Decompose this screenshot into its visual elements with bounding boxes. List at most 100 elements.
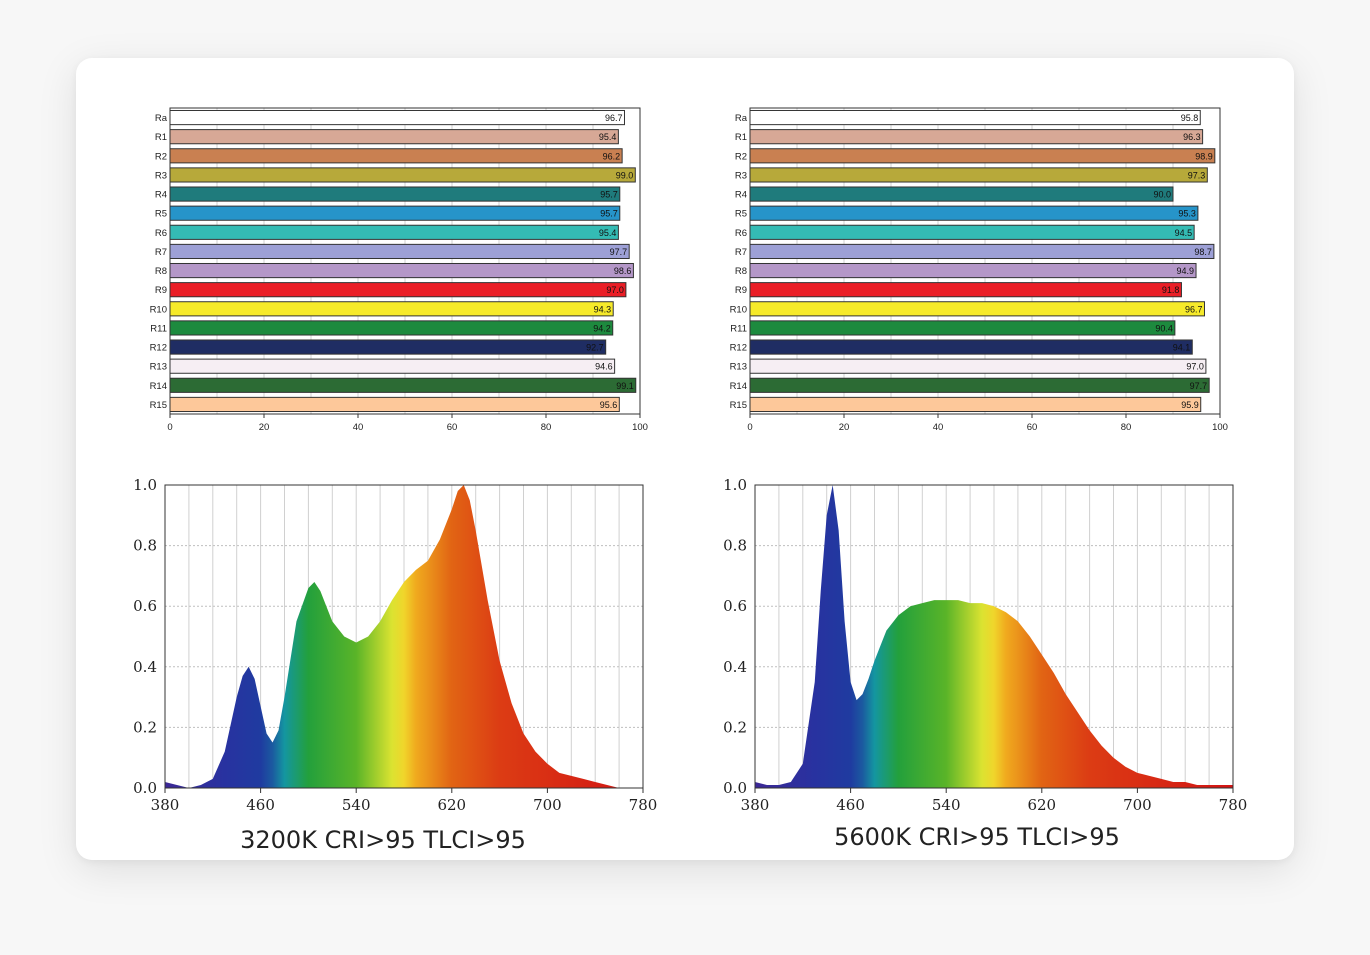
value-label: 97.0 [1186,362,1204,372]
y-tick-label: 0.0 [723,779,747,797]
bar [749,109,1201,126]
plot-frame [754,484,1234,789]
value-label: 96.3 [1183,132,1201,142]
bar [749,129,1204,145]
bar [749,301,1205,317]
category-label: R13 [150,362,167,373]
y-tick-label: 1.0 [723,476,747,494]
category-label: R6 [735,228,747,239]
y-tick-label: 0.8 [723,537,747,555]
bar [169,167,636,183]
category-label: R9 [735,285,747,296]
category-label: R14 [150,381,167,392]
y-tick-label: 0.2 [133,718,157,736]
y-tick-label: 0.4 [133,658,157,676]
plot-frame [164,484,644,789]
bar [169,301,614,317]
value-label: 98.7 [1194,247,1212,257]
category-label: R6 [155,228,167,239]
y-tick-label: 0.6 [723,597,747,615]
category-label: R11 [730,323,747,334]
value-label: 98.6 [614,266,632,276]
chart-title-5600k: 5600K CRI>95 TLCI>95 [834,823,1120,851]
category-label: R12 [150,343,167,354]
category-label: R7 [735,247,747,258]
bar [749,282,1182,298]
spectrum-area [165,485,643,788]
category-label: R15 [730,400,747,411]
value-label: 94.1 [1173,343,1191,353]
x-tick-label: 20 [839,422,850,433]
y-tick-label: 0.8 [133,537,157,555]
bar [169,186,621,202]
bar [169,377,637,393]
bar [749,358,1207,374]
bar [169,129,619,145]
y-tick-label: 0.6 [133,597,157,615]
value-label: 96.7 [1185,304,1203,314]
bar [169,358,616,374]
category-label: Ra [735,113,748,124]
bar [749,262,1197,279]
category-label: R14 [730,381,747,392]
category-label: R3 [735,170,747,181]
value-label: 98.9 [1195,151,1213,161]
category-label: R7 [155,247,167,258]
plot-frame [169,107,641,415]
category-label: R5 [155,209,167,220]
x-tick-label: 80 [1121,422,1132,433]
bar [749,396,1202,413]
cri-bar-chart-3200k: Ra 96.7 R1 95.4 R2 96.2 R3 99.0 R4 95.7 R5 95.7 R6 95… [150,107,648,433]
x-tick-label: 380 [151,796,180,814]
category-label: R2 [735,151,747,162]
bar [169,339,607,355]
x-tick-label: 620 [1027,796,1056,814]
value-label: 91.8 [1162,285,1180,295]
bar [749,320,1176,336]
category-label: R12 [730,343,747,354]
category-label: Ra [155,113,168,124]
value-label: 97.7 [610,247,628,257]
x-tick-label: 80 [541,422,552,433]
value-label: 94.6 [595,362,613,372]
category-label: R1 [735,132,747,143]
bar [169,224,619,240]
chart-title-3200k: 3200K CRI>95 TLCI>95 [240,826,526,854]
value-label: 95.3 [1178,209,1196,219]
category-label: R5 [735,209,747,220]
x-tick-label: 540 [342,796,371,814]
x-tick-label: 60 [447,422,458,433]
category-label: R10 [150,304,167,315]
x-tick-label: 100 [632,422,648,433]
bar [749,243,1215,260]
bar [169,148,623,164]
category-label: R9 [155,285,167,296]
category-label: R8 [735,266,747,277]
plot-frame [749,107,1221,415]
value-label: 90.0 [1153,190,1171,200]
value-label: 94.3 [594,304,612,314]
x-tick-label: 60 [1027,422,1038,433]
category-label: R13 [730,362,747,373]
bar [169,282,627,298]
x-tick-label: 100 [1212,422,1228,433]
value-label: 95.7 [600,190,618,200]
x-tick-label: 0 [167,422,172,433]
value-label: 90.4 [1155,323,1173,333]
value-label: 99.1 [616,381,634,391]
x-tick-label: 780 [629,796,658,814]
x-tick-label: 700 [1123,796,1152,814]
bar [169,262,634,279]
category-label: R8 [155,266,167,277]
category-label: R4 [735,190,747,201]
category-label: R4 [155,190,167,201]
bar [169,320,614,336]
value-label: 94.5 [1175,228,1193,238]
value-label: 95.9 [1181,400,1199,410]
value-label: 94.9 [1176,266,1194,276]
x-tick-label: 540 [932,796,961,814]
x-tick-label: 620 [437,796,466,814]
x-tick-label: 40 [353,422,364,433]
x-tick-label: 20 [259,422,270,433]
value-label: 97.0 [606,285,624,295]
